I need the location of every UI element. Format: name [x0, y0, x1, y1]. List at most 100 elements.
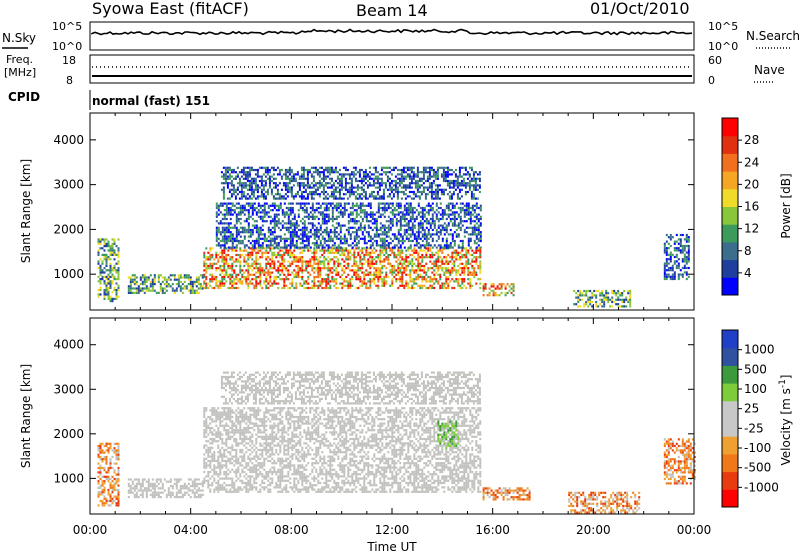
- data-cell: [444, 179, 447, 183]
- data-cell: [466, 177, 469, 180]
- data-cell: [415, 209, 418, 212]
- data-cell: [261, 233, 264, 236]
- data-cell: [409, 269, 412, 272]
- data-cell: [373, 239, 376, 243]
- data-cell: [362, 173, 365, 176]
- data-cell: [423, 249, 426, 252]
- data-cell: [340, 175, 343, 178]
- data-cell: [460, 195, 463, 198]
- data-cell: [411, 209, 414, 212]
- data-cell: [607, 292, 610, 295]
- data-cell: [270, 175, 273, 178]
- data-cell: [427, 267, 430, 270]
- data-cell: [301, 262, 304, 265]
- data-cell: [309, 260, 312, 263]
- data-cell: [308, 190, 311, 194]
- data-cell: [450, 195, 453, 198]
- data-cell: [667, 236, 670, 239]
- data-cell: [377, 286, 380, 290]
- data-cell: [297, 228, 300, 232]
- data-cell: [111, 249, 114, 252]
- data-cell: [389, 220, 392, 223]
- data-cell: [239, 226, 242, 229]
- data-cell: [259, 226, 262, 229]
- data-cell: [437, 258, 440, 261]
- data-cell: [351, 202, 354, 205]
- data-cell: [431, 246, 434, 249]
- data-cell: [397, 202, 400, 205]
- data-cell: [441, 258, 444, 261]
- data-cell: [103, 280, 106, 283]
- data-cell: [375, 275, 378, 279]
- data-cell: [301, 237, 304, 240]
- data-cell: [465, 202, 468, 205]
- data-cell: [259, 269, 262, 272]
- data-cell: [233, 269, 236, 272]
- data-cell: [231, 242, 234, 245]
- data-cell: [135, 280, 138, 283]
- data-cell: [378, 197, 381, 200]
- data-cell: [283, 233, 286, 236]
- data-cell: [413, 269, 416, 272]
- data-cell: [351, 206, 354, 210]
- data-cell: [257, 275, 260, 279]
- data-cell: [409, 202, 412, 205]
- data-cell: [233, 286, 236, 290]
- data-cell: [302, 195, 305, 198]
- data-cell: [242, 166, 245, 169]
- data-cell: [439, 278, 442, 281]
- data-cell: [299, 206, 302, 210]
- data-cell: [127, 285, 130, 288]
- data-cell: [107, 273, 110, 276]
- data-cell: [265, 267, 268, 270]
- data-cell: [215, 280, 218, 283]
- data-cell: [447, 275, 450, 279]
- data-cell: [151, 289, 154, 292]
- data-cell: [243, 249, 246, 252]
- data-cell: [333, 269, 336, 272]
- data-cell: [309, 262, 312, 265]
- data-cell: [347, 249, 350, 252]
- data-cell: [401, 258, 404, 261]
- data-cell: [389, 242, 392, 245]
- data-cell: [281, 211, 284, 214]
- data-cell: [283, 284, 286, 287]
- data-cell: [328, 173, 331, 176]
- data-cell: [241, 226, 244, 229]
- data-cell: [327, 239, 330, 243]
- data-cell: [223, 237, 226, 240]
- data-cell: [313, 282, 316, 285]
- data-cell: [433, 262, 436, 265]
- data-cell: [381, 271, 384, 274]
- data-cell: [416, 179, 419, 183]
- data-cell: [221, 278, 224, 281]
- data-cell: [445, 275, 448, 279]
- data-cell: [246, 179, 249, 183]
- data-cell: [232, 193, 235, 196]
- data-cell: [429, 244, 432, 247]
- data-cell: [477, 247, 480, 250]
- data-cell: [251, 209, 254, 212]
- data-cell: [437, 260, 440, 263]
- data-cell: [446, 182, 449, 185]
- data-cell: [389, 237, 392, 240]
- data-cell: [235, 215, 238, 218]
- data-cell: [103, 258, 106, 261]
- data-cell: [221, 235, 224, 238]
- data-cell: [390, 188, 393, 191]
- data-cell: [282, 173, 285, 176]
- data-cell: [665, 277, 668, 281]
- data-cell: [339, 242, 342, 245]
- data-cell: [411, 226, 414, 229]
- data-cell: [387, 202, 390, 205]
- data-cell: [287, 206, 290, 210]
- data-cell: [319, 275, 322, 279]
- data-cell: [103, 253, 106, 256]
- data-cell: [177, 280, 180, 283]
- data-cell: [149, 274, 152, 277]
- data-cell: [105, 278, 108, 281]
- data-cell: [350, 186, 353, 189]
- data-cell: [629, 305, 632, 308]
- data-cell: [627, 298, 630, 301]
- data-cell: [663, 269, 666, 272]
